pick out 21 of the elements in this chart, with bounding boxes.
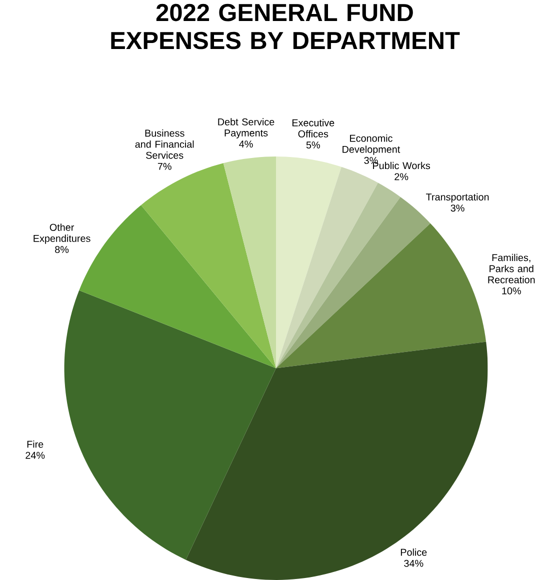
data-label: 8% xyxy=(54,246,68,254)
slice-label: Other Expenditures xyxy=(33,224,90,244)
data-label: 10% xyxy=(502,287,521,294)
slice-label: Executive Offices xyxy=(292,119,334,138)
data-label: 4% xyxy=(238,140,253,148)
data-label: 5% xyxy=(306,142,320,148)
slice-label: Business and Financial Services xyxy=(135,129,194,159)
data-label: 3% xyxy=(450,204,464,212)
data-label: 24% xyxy=(25,452,44,459)
data-label: 2% xyxy=(394,173,408,180)
data-label: 3% xyxy=(364,156,378,164)
slice-label: Public Works xyxy=(372,162,430,170)
slice-label: Transportation xyxy=(426,193,488,202)
slice-label: Families, Parks and Recreation xyxy=(488,254,534,284)
slice-label: Economic Development xyxy=(342,134,400,155)
chart-title: 2022 GENERAL FUND EXPENSES BY DEPARTMENT xyxy=(110,4,460,50)
slice-label: Police xyxy=(400,548,426,556)
data-label: 34% xyxy=(404,560,423,567)
slice-label: Fire xyxy=(27,440,43,448)
data-label: 7% xyxy=(158,162,172,170)
slice-label: Debt Service Payments xyxy=(218,118,274,138)
